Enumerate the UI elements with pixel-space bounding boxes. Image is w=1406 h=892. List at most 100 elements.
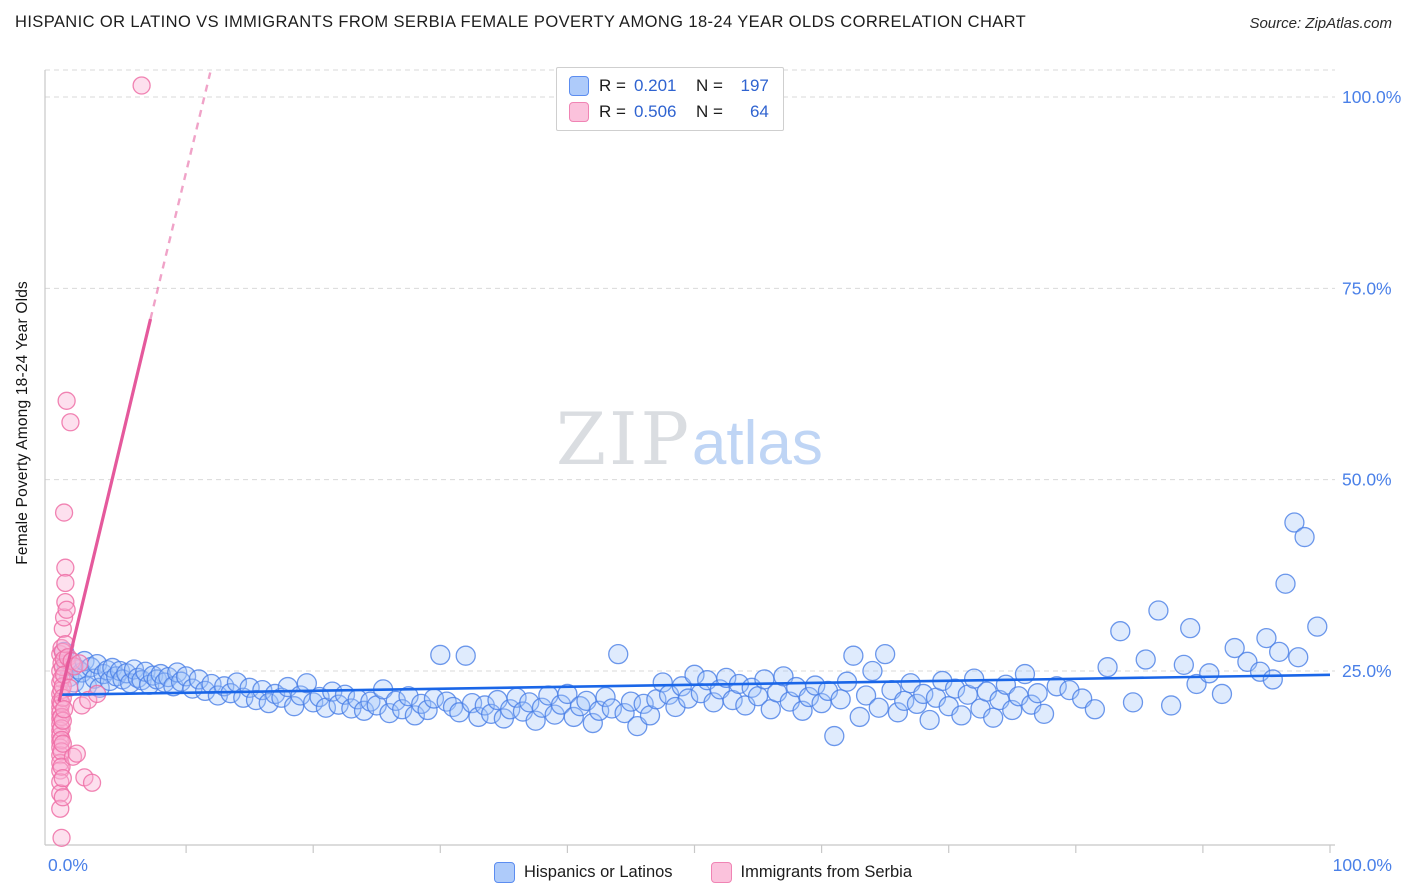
data-point-hispanic (175, 666, 197, 687)
data-point-hispanic (716, 667, 737, 689)
data-point-hispanic (1046, 676, 1067, 697)
legend-label: Hispanics or Latinos (523, 863, 673, 881)
r-label: R = (599, 76, 626, 95)
data-point-hispanic (296, 673, 317, 694)
data-point-hispanic (1173, 654, 1194, 676)
data-point-hispanic (601, 698, 623, 719)
y-tick-label: 100.0% (1342, 87, 1401, 107)
data-point-hispanic (830, 689, 851, 710)
data-point-hispanic (1033, 703, 1055, 725)
correlation-legend: R = 0.201 N = 197 R = 0.506 N = 64 (556, 67, 784, 131)
data-point-hispanic (1284, 512, 1305, 533)
n-label: N = (695, 76, 723, 95)
n-label: N = (695, 102, 723, 121)
data-point-hispanic (188, 669, 209, 690)
data-point-hispanic (328, 694, 349, 715)
data-point-hispanic (1084, 699, 1106, 720)
y-tick-label: 75.0% (1342, 278, 1392, 298)
trendline-serbia-projection (149, 72, 212, 320)
data-point-serbia (53, 788, 72, 807)
legend-item-serbia: Immigrants from Serbia (710, 862, 913, 883)
data-point-hispanic (633, 693, 654, 715)
data-point-serbia (53, 768, 72, 788)
data-point-hispanic (582, 712, 603, 734)
data-point-hispanic (951, 705, 972, 726)
data-point-hispanic (500, 699, 521, 720)
data-point-hispanic (142, 665, 164, 686)
data-point-hispanic (760, 699, 781, 720)
page-title: HISPANIC OR LATINO VS IMMIGRANTS FROM SE… (15, 13, 1027, 31)
n-value: 64 (749, 102, 769, 121)
data-point-hispanic (868, 697, 889, 718)
data-point-hispanic (404, 705, 426, 726)
data-point-hispanic (1288, 647, 1309, 668)
data-point-hispanic (1275, 573, 1296, 594)
pink-swatch-icon (569, 102, 589, 122)
data-point-hispanic (862, 660, 883, 682)
data-point-hispanic (1294, 526, 1315, 548)
data-point-hispanic (1262, 669, 1283, 690)
source-label: Source: ZipAtlas.com (1249, 15, 1392, 32)
data-point-hispanic (519, 692, 540, 713)
data-point-serbia (54, 503, 74, 522)
data-point-hispanic (677, 688, 699, 709)
data-point-hispanic (309, 686, 330, 708)
trendline-serbia (57, 318, 153, 702)
data-point-hispanic (843, 645, 864, 666)
data-point-hispanic (379, 702, 400, 724)
x-max-label: 100.0% (1333, 855, 1392, 875)
data-point-hispanic (1199, 663, 1220, 684)
pink-swatch-icon (710, 862, 732, 883)
data-point-hispanic (525, 710, 546, 731)
data-point-hispanic (983, 707, 1004, 728)
data-point-hispanic (1122, 692, 1144, 713)
data-point-hispanic (875, 644, 896, 665)
watermark: ZIPatlas (556, 397, 823, 481)
data-point-hispanic (1307, 616, 1328, 637)
legend-item-hispanic: Hispanics or Latinos (493, 862, 673, 883)
data-point-hispanic (620, 691, 642, 712)
data-point-serbia (67, 744, 86, 763)
data-point-hispanic (1135, 649, 1156, 670)
data-point-serbia (70, 654, 89, 673)
blue-swatch-icon (569, 76, 589, 96)
data-point-serbia (82, 773, 102, 792)
data-point-serbia (51, 799, 70, 818)
data-point-hispanic (1110, 621, 1131, 642)
data-point-hispanic (303, 692, 324, 713)
data-point-serbia (79, 690, 98, 710)
data-point-hispanic (1256, 627, 1277, 649)
legend-label: Immigrants from Serbia (740, 863, 913, 881)
data-point-hispanic (849, 706, 870, 728)
x-min-label: 0.0% (48, 855, 88, 875)
r-label: R = (599, 102, 626, 121)
data-point-hispanic (1224, 637, 1245, 659)
trendline-hispanic (58, 673, 1331, 697)
data-point-hispanic (1180, 617, 1201, 639)
data-point-hispanic (805, 675, 826, 696)
n-value: 197 (740, 76, 769, 95)
legend-row-serbia: R = 0.506 N = 64 (569, 102, 769, 122)
data-point-hispanic (398, 686, 419, 707)
data-point-hispanic (563, 706, 584, 728)
data-point-serbia (56, 573, 75, 593)
data-point-hispanic (455, 645, 476, 666)
y-tick-label: 25.0% (1342, 661, 1392, 681)
data-point-hispanic (906, 693, 928, 715)
r-value: 0.506 (633, 102, 677, 121)
data-point-hispanic (417, 699, 438, 721)
data-point-hispanic (798, 686, 820, 708)
data-point-hispanic (963, 668, 985, 689)
data-point-hispanic (1211, 683, 1233, 705)
data-point-hispanic (264, 683, 286, 705)
data-point-hispanic (824, 725, 845, 747)
data-point-hispanic (1148, 600, 1169, 621)
data-point-hispanic (944, 678, 966, 699)
data-point-hispanic (1097, 657, 1118, 678)
data-point-hispanic (569, 696, 591, 717)
data-point-hispanic (894, 690, 915, 711)
data-point-serbia (57, 600, 76, 619)
legend-row-hispanic: R = 0.201 N = 197 (569, 76, 769, 96)
data-point-hispanic (411, 693, 432, 715)
